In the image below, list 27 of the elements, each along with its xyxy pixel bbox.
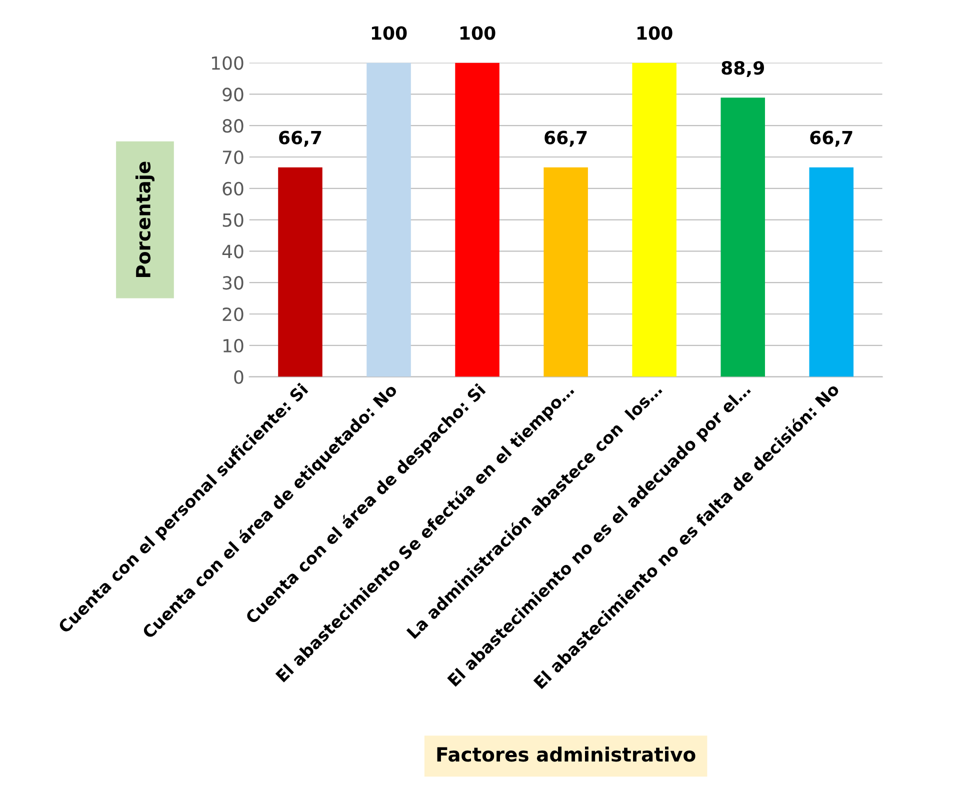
data-label: 88,9 [722,61,764,78]
y-tick-label: 30 [222,276,244,290]
data-label: 66,7 [279,130,322,147]
data-label: 66,7 [544,130,587,147]
y-tick-label: 50 [222,213,244,227]
x-axis-title: Factores administrativo [437,746,696,762]
y-tick-label: 10 [223,338,244,353]
y-tick-label: 40 [222,244,244,258]
bar [278,167,322,377]
data-label: 100 [460,26,496,40]
y-tick-label: 20 [222,307,244,322]
bar [366,62,411,377]
bar [720,98,765,377]
bar [809,167,854,377]
bar [632,62,676,377]
data-label: 100 [638,26,672,40]
y-tick-label: 90 [222,88,244,102]
bar [544,167,588,377]
y-tick-label: 60 [222,182,244,196]
y-tick-label: 0 [234,370,244,384]
y-tick-label: 100 [212,56,244,70]
bar [455,62,500,377]
y-axis-title: Porcentaje [135,162,154,278]
data-label: 66,7 [810,130,852,147]
y-tick-label: 70 [222,150,244,164]
data-label: 100 [372,26,407,40]
y-tick-label: 80 [222,119,244,133]
